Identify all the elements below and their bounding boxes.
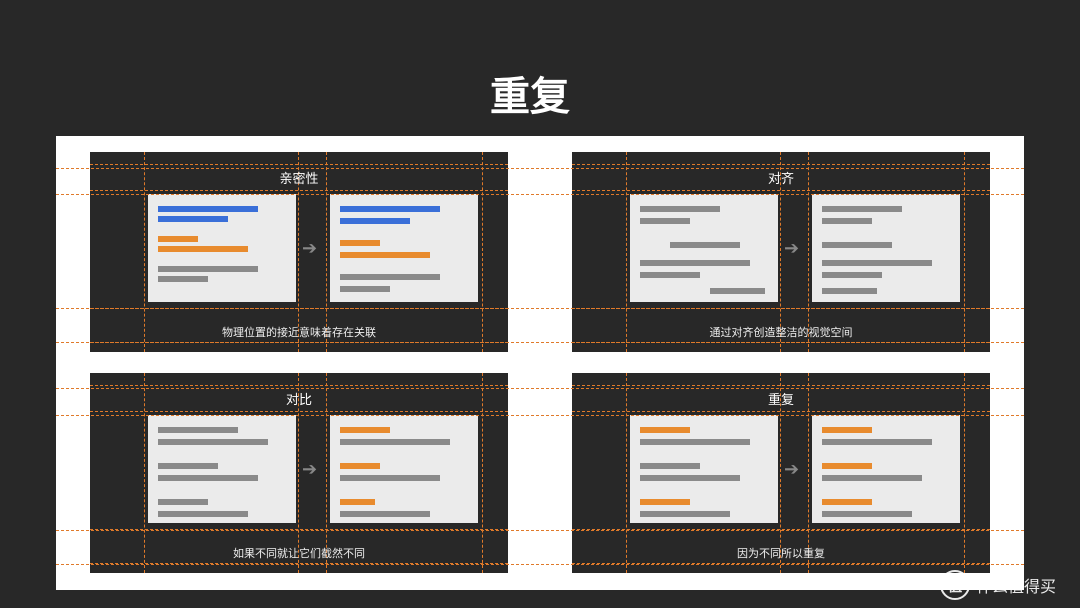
arrow-icon: ➔ bbox=[784, 238, 799, 259]
bar bbox=[640, 272, 700, 278]
bar bbox=[340, 274, 440, 280]
bar bbox=[822, 218, 872, 224]
panel-p1: 亲密性物理位置的接近意味着存在关联 ➔ bbox=[90, 152, 508, 352]
bar bbox=[640, 475, 740, 481]
bar bbox=[158, 236, 198, 242]
bar bbox=[158, 511, 248, 517]
bar bbox=[822, 439, 932, 445]
bar bbox=[158, 439, 268, 445]
panel-title: 对齐 bbox=[572, 168, 990, 187]
guide-h bbox=[572, 164, 990, 165]
guide-h bbox=[572, 190, 990, 191]
cross-guide-h bbox=[56, 308, 1024, 309]
guide-h bbox=[90, 190, 508, 191]
cross-guide-h bbox=[56, 564, 1024, 565]
panel-title: 重复 bbox=[572, 389, 990, 408]
panel-caption: 通过对齐创造整洁的视觉空间 bbox=[572, 324, 990, 340]
bar bbox=[822, 475, 922, 481]
bar bbox=[822, 288, 877, 294]
panel-caption: 因为不同所以重复 bbox=[572, 545, 990, 561]
watermark-badge-icon: 值 bbox=[940, 570, 970, 600]
arrow-icon: ➔ bbox=[784, 459, 799, 480]
panel-p3: 对比如果不同就让它们截然不同 ➔ bbox=[90, 373, 508, 573]
card-right bbox=[330, 415, 478, 523]
watermark: 值什么值得买 bbox=[940, 570, 1056, 600]
bar bbox=[158, 206, 258, 212]
bar bbox=[640, 499, 690, 505]
arrow-icon: ➔ bbox=[302, 238, 317, 259]
watermark-text: 什么值得买 bbox=[976, 573, 1056, 597]
guide-h bbox=[572, 411, 990, 412]
bar bbox=[640, 463, 700, 469]
bar bbox=[158, 276, 208, 282]
bar bbox=[340, 463, 380, 469]
panel-title: 亲密性 bbox=[90, 168, 508, 187]
panel-p4: 重复因为不同所以重复 ➔ bbox=[572, 373, 990, 573]
bar bbox=[710, 288, 765, 294]
card-left bbox=[630, 194, 778, 302]
bar bbox=[340, 218, 410, 224]
bar bbox=[640, 218, 690, 224]
card-left bbox=[148, 415, 296, 523]
bar bbox=[640, 511, 730, 517]
bar bbox=[670, 242, 740, 248]
bar bbox=[340, 439, 450, 445]
bar bbox=[340, 511, 430, 517]
cross-guide-h bbox=[56, 388, 1024, 389]
bar bbox=[822, 206, 902, 212]
arrow-icon: ➔ bbox=[302, 459, 317, 480]
bar bbox=[158, 475, 258, 481]
guide-h bbox=[90, 385, 508, 386]
bar bbox=[640, 206, 720, 212]
card-right bbox=[812, 415, 960, 523]
cross-guide-h bbox=[56, 168, 1024, 169]
bar bbox=[340, 252, 430, 258]
bar bbox=[640, 439, 750, 445]
cross-guide-h bbox=[56, 194, 1024, 195]
stage: 重复亲密性物理位置的接近意味着存在关联➔对齐通过对齐创造整洁的视觉空间➔对比如果… bbox=[0, 0, 1080, 608]
guide-h bbox=[572, 385, 990, 386]
bar bbox=[340, 499, 375, 505]
panel-p2: 对齐通过对齐创造整洁的视觉空间 ➔ bbox=[572, 152, 990, 352]
bar bbox=[158, 266, 258, 272]
card-left bbox=[630, 415, 778, 523]
bar bbox=[822, 499, 872, 505]
panel-caption: 物理位置的接近意味着存在关联 bbox=[90, 324, 508, 340]
card-left bbox=[148, 194, 296, 302]
bar bbox=[340, 286, 390, 292]
bar bbox=[158, 216, 228, 222]
cross-guide-h bbox=[56, 415, 1024, 416]
bar bbox=[822, 260, 932, 266]
bar bbox=[340, 206, 440, 212]
cross-guide-h bbox=[56, 530, 1024, 531]
cross-guide-h bbox=[56, 342, 1024, 343]
main-title: 重复 bbox=[490, 64, 570, 122]
bar bbox=[640, 260, 750, 266]
bar bbox=[158, 499, 208, 505]
bar bbox=[822, 427, 872, 433]
bar bbox=[340, 475, 440, 481]
bar bbox=[822, 272, 882, 278]
guide-h bbox=[90, 164, 508, 165]
bar bbox=[340, 240, 380, 246]
bar bbox=[822, 242, 892, 248]
bar bbox=[158, 246, 248, 252]
bar bbox=[822, 511, 912, 517]
bar bbox=[158, 463, 218, 469]
card-right bbox=[812, 194, 960, 302]
panel-title: 对比 bbox=[90, 389, 508, 408]
panel-caption: 如果不同就让它们截然不同 bbox=[90, 545, 508, 561]
bar bbox=[158, 427, 238, 433]
bar bbox=[822, 463, 872, 469]
guide-h bbox=[90, 411, 508, 412]
bar bbox=[340, 427, 390, 433]
card-right bbox=[330, 194, 478, 302]
bar bbox=[640, 427, 690, 433]
